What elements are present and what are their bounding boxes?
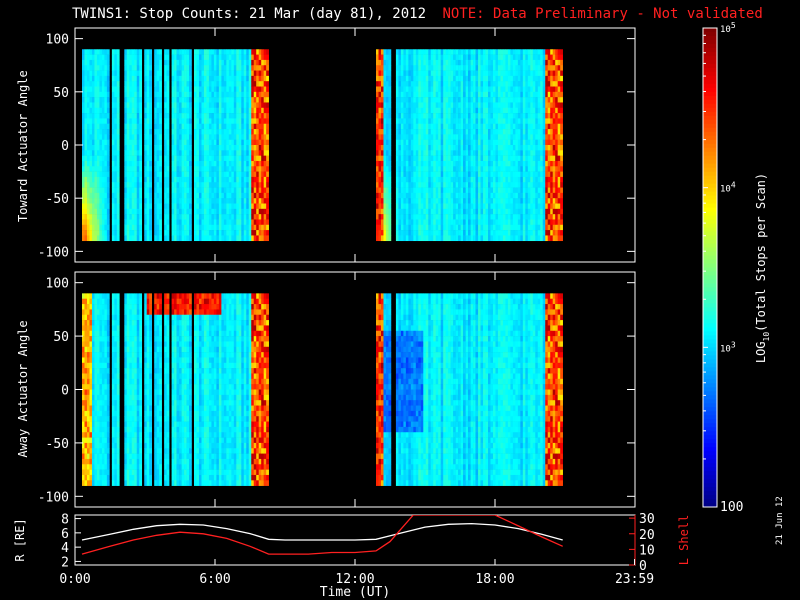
panel-1-ytick-label: 100	[46, 33, 69, 48]
panel1-ylabel: Toward Actuator Angle	[16, 70, 30, 222]
x-tick-label: 23:59	[615, 572, 654, 587]
colorbar-frame	[702, 27, 718, 508]
x-tick-label: 6:00	[199, 572, 230, 587]
r-distance-line	[81, 522, 563, 541]
colorbar-tick-label: 100	[720, 500, 743, 515]
r-axis-label: R [RE]	[13, 518, 27, 561]
line-panel-right-tick-label: 30	[639, 512, 655, 527]
panel-2-ytick-label: 50	[53, 330, 69, 345]
panel-2-ytick-label: 0	[61, 384, 69, 399]
colorbar-label: LOG10(Total Stops per Scan)	[754, 173, 771, 363]
heatmap-panel-1	[82, 49, 563, 242]
line-panel-left-tick-label: 6	[61, 527, 69, 542]
line-panel-left-tick-label: 8	[61, 513, 69, 528]
x-tick-label: 0:00	[59, 572, 90, 587]
date-stamp: 21 Jun 12	[775, 496, 785, 545]
panel-1-ytick-label: 50	[53, 86, 69, 101]
panel-1-ytick-label: -50	[46, 192, 69, 207]
line-panel-left-tick-label: 4	[61, 541, 69, 556]
line-panel-left-tick-label: 2	[61, 555, 69, 570]
panel-2-ytick-label: -50	[46, 437, 69, 452]
colorbar	[703, 28, 717, 508]
x-axis-label: Time (UT)	[320, 585, 390, 600]
panel-1-ytick-label: -100	[38, 245, 69, 260]
panel-1-ytick-label: 0	[61, 139, 69, 154]
panel2-ylabel: Away Actuator Angle	[16, 320, 30, 458]
l-shell-line	[81, 515, 563, 555]
l-shell-axis-label: L Shell	[677, 515, 691, 566]
line-panel-right-tick-label: 0	[639, 559, 647, 574]
colorbar-tick-label: 105	[720, 21, 736, 35]
colorbar-tick-label: 103	[720, 340, 736, 354]
chart-title: TWINS1: Stop Counts: 21 Mar (day 81), 20…	[72, 6, 763, 22]
line-panel-right-tick-label: 10	[639, 543, 655, 558]
colorbar-tick-label: 104	[720, 181, 736, 195]
line-panel-right-tick-label: 20	[639, 528, 655, 543]
heatmap-panel-2	[82, 293, 563, 486]
preliminary-note: NOTE: Data Preliminary - Not validated	[442, 6, 763, 22]
x-tick-label: 18:00	[475, 572, 514, 587]
panel-2-ytick-label: 100	[46, 277, 69, 292]
panel-2-ytick-label: -100	[38, 490, 69, 505]
x-tick-label: 12:00	[335, 572, 374, 587]
chart-title-text: TWINS1: Stop Counts: 21 Mar (day 81), 20…	[72, 6, 427, 22]
